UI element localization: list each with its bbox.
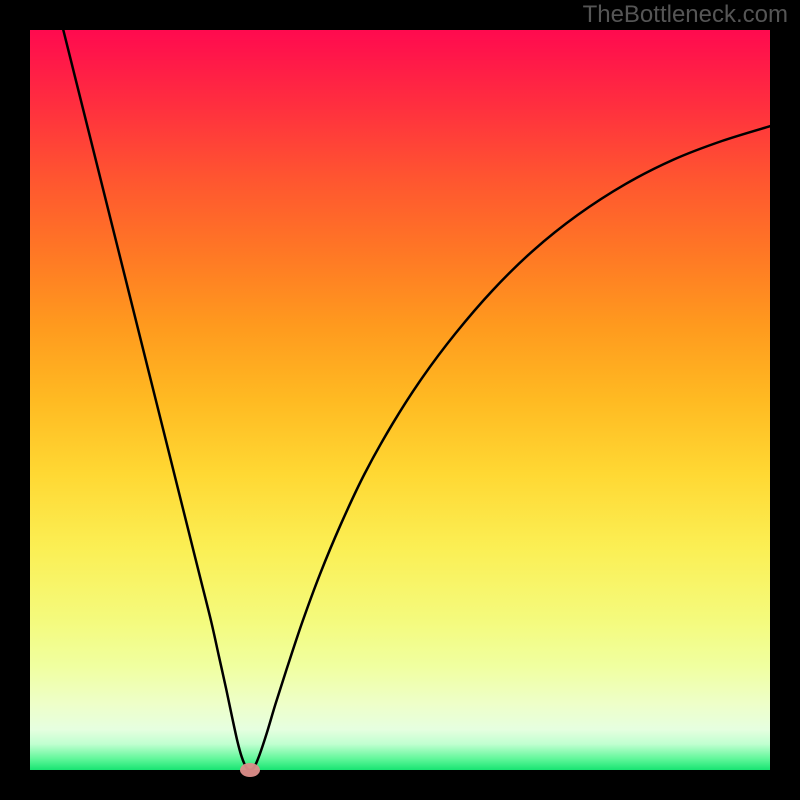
plot-area — [30, 30, 770, 770]
bottleneck-curve — [30, 30, 770, 770]
chart-root: TheBottleneck.com — [0, 0, 800, 800]
optimal-point-marker — [240, 763, 260, 777]
watermark-text: TheBottleneck.com — [583, 1, 788, 29]
